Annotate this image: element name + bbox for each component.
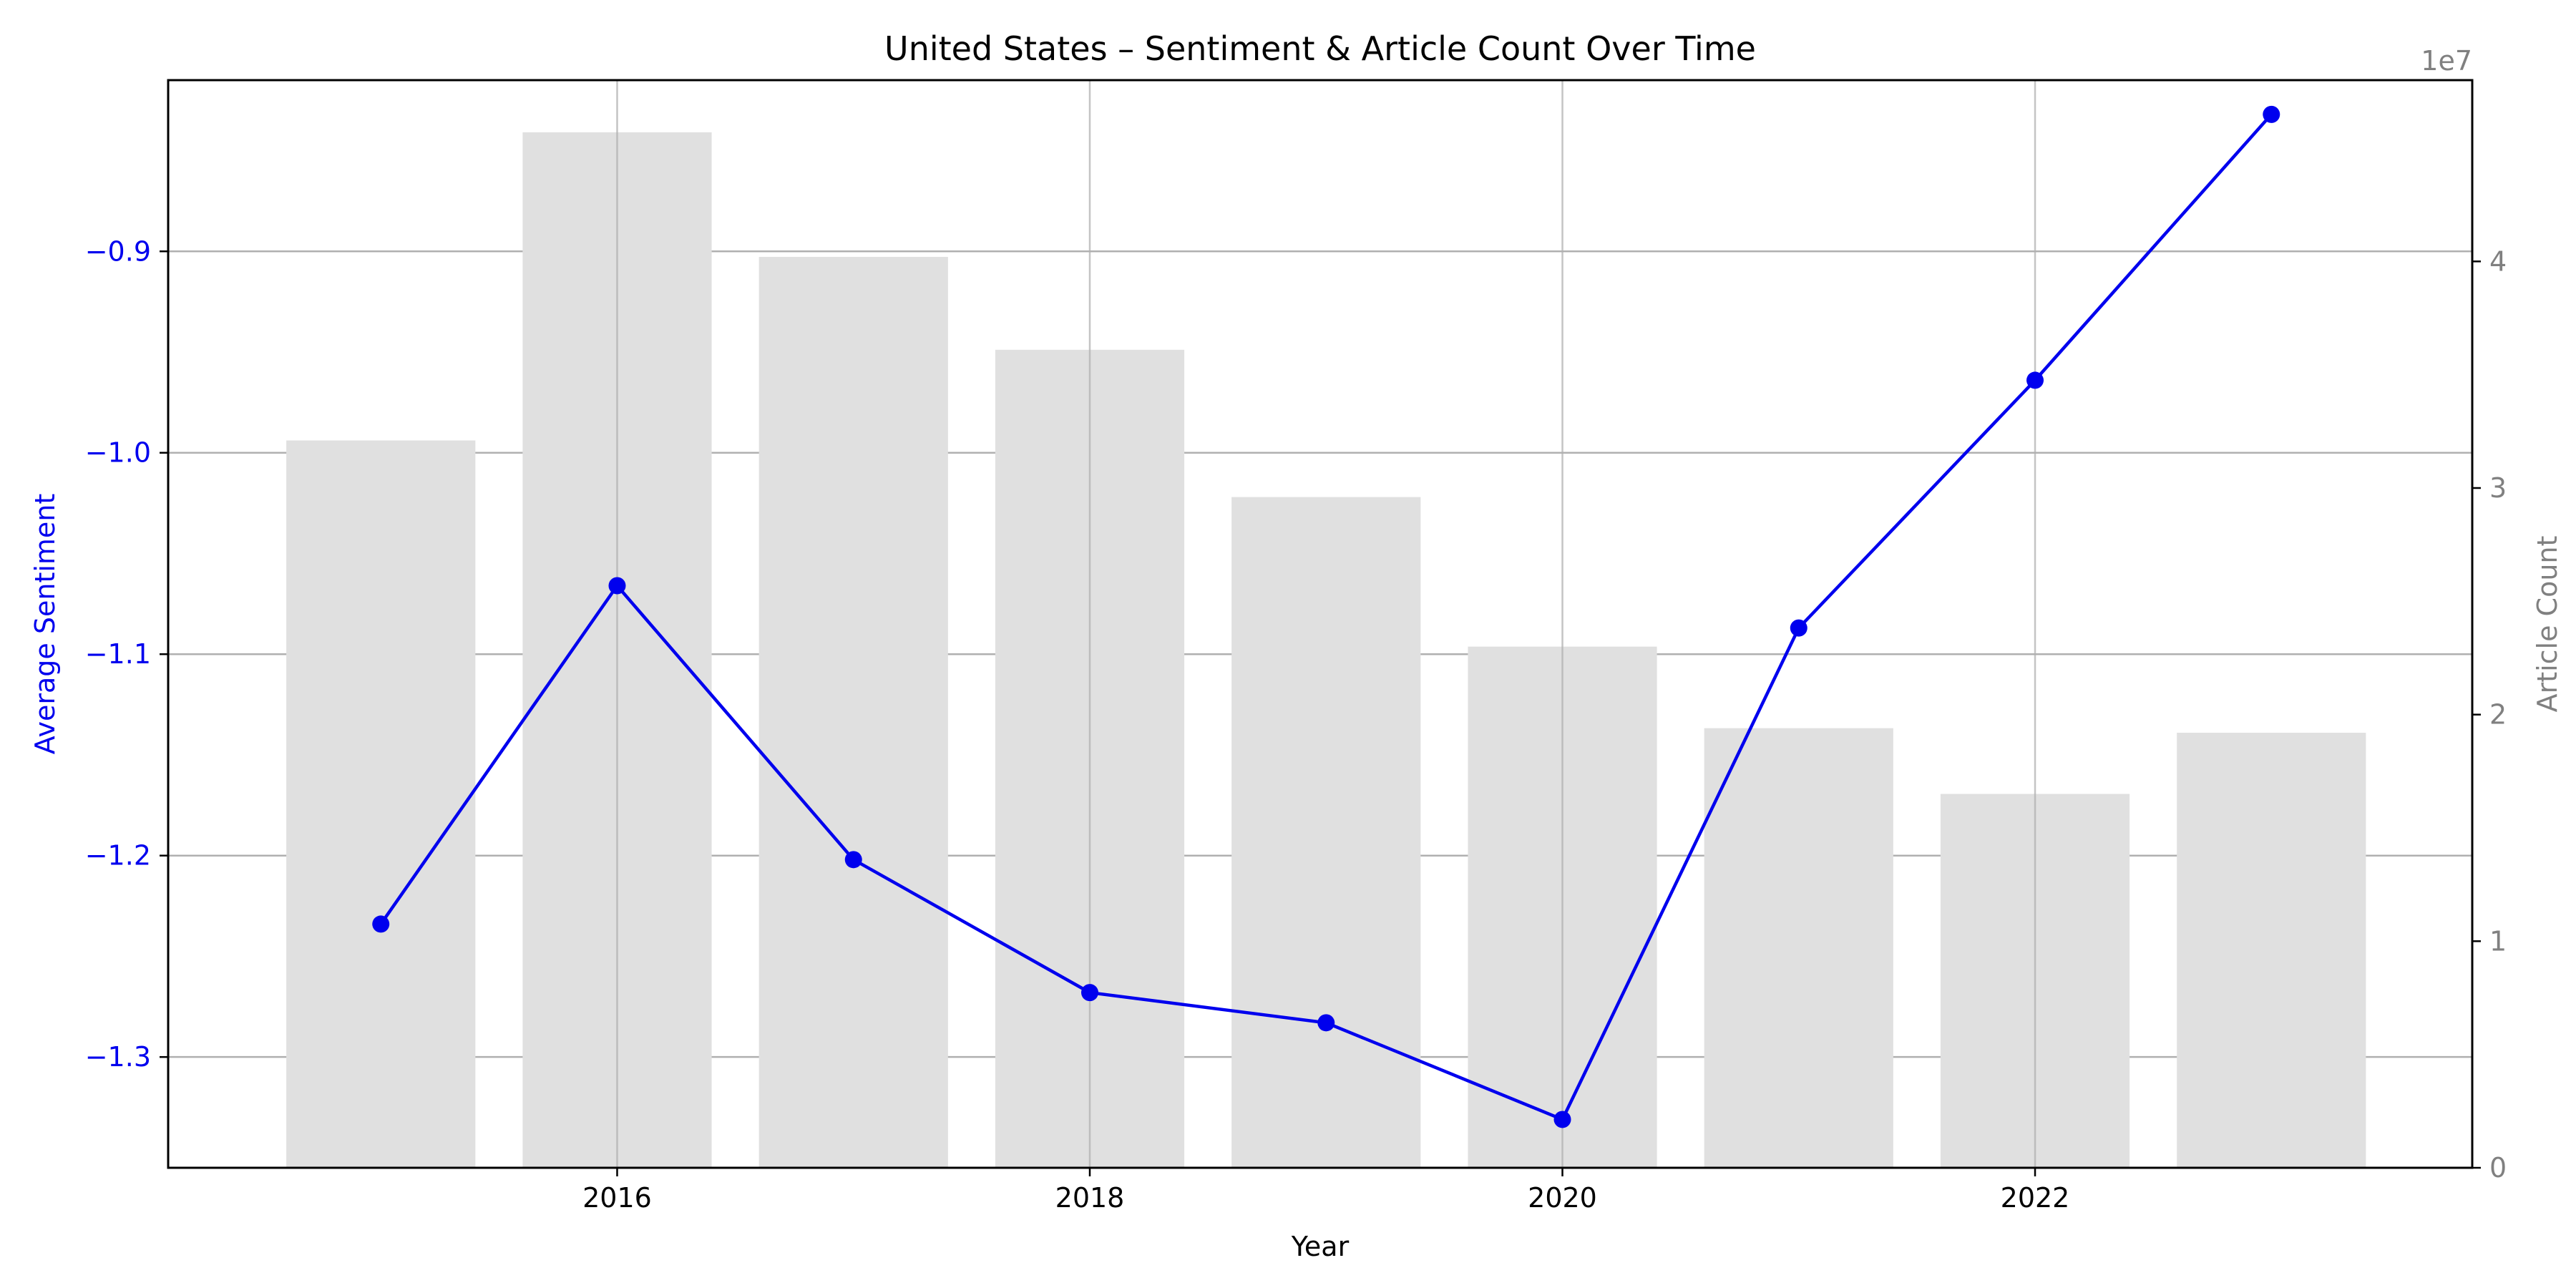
bar-2023 (2177, 733, 2366, 1168)
right-tick-label-1: 1 (2489, 925, 2507, 957)
x-tick-label-2: 2020 (1528, 1182, 1597, 1214)
left-tick-label-1: −1.0 (85, 437, 151, 469)
left-tick-label-4: −1.3 (85, 1041, 151, 1073)
x-axis-ticks: 2016 2018 2020 2022 (582, 1168, 2069, 1214)
x-tick-label-3: 2022 (2001, 1182, 2070, 1214)
sentiment-point-2021 (1790, 619, 1807, 637)
left-tick-label-2: −1.1 (85, 638, 151, 670)
sentiment-point-2023 (2263, 105, 2280, 123)
bar-2021 (1704, 728, 1893, 1168)
plot-frame (167, 79, 2474, 1169)
left-axis-label: Average Sentiment (29, 494, 61, 755)
sentiment-point-2017 (844, 851, 862, 869)
bar-2015 (286, 440, 476, 1168)
right-axis-label: Article Count (2532, 536, 2563, 713)
sentiment-point-2022 (2026, 371, 2044, 389)
sentiment-point-2020 (1553, 1111, 1571, 1128)
sentiment-point-2019 (1317, 1014, 1335, 1032)
chart-title: United States – Sentiment & Article Coun… (884, 29, 1756, 68)
x-tick-label-1: 2018 (1055, 1182, 1125, 1214)
line-series (372, 105, 2280, 1128)
sentiment-point-2018 (1081, 984, 1098, 1002)
bar-2017 (758, 257, 948, 1168)
right-axis-ticks: 0 1 2 3 4 (2472, 245, 2507, 1184)
right-tick-label-4: 4 (2489, 245, 2507, 277)
left-tick-label-0: −0.9 (85, 235, 151, 267)
x-axis-label: Year (1291, 1231, 1350, 1262)
left-axis-ticks: −0.9 −1.0 −1.1 −1.2 −1.3 (85, 235, 168, 1073)
x-tick-label-0: 2016 (582, 1182, 652, 1214)
right-tick-label-2: 2 (2489, 699, 2507, 731)
sentiment-point-2015 (372, 915, 390, 933)
bar-2019 (1231, 497, 1421, 1168)
left-tick-label-3: −1.2 (85, 840, 151, 872)
right-tick-label-3: 3 (2489, 472, 2507, 504)
right-tick-label-0: 0 (2489, 1152, 2507, 1184)
right-axis-offset-text: 1e7 (2421, 45, 2472, 77)
sentiment-point-2016 (608, 577, 626, 595)
